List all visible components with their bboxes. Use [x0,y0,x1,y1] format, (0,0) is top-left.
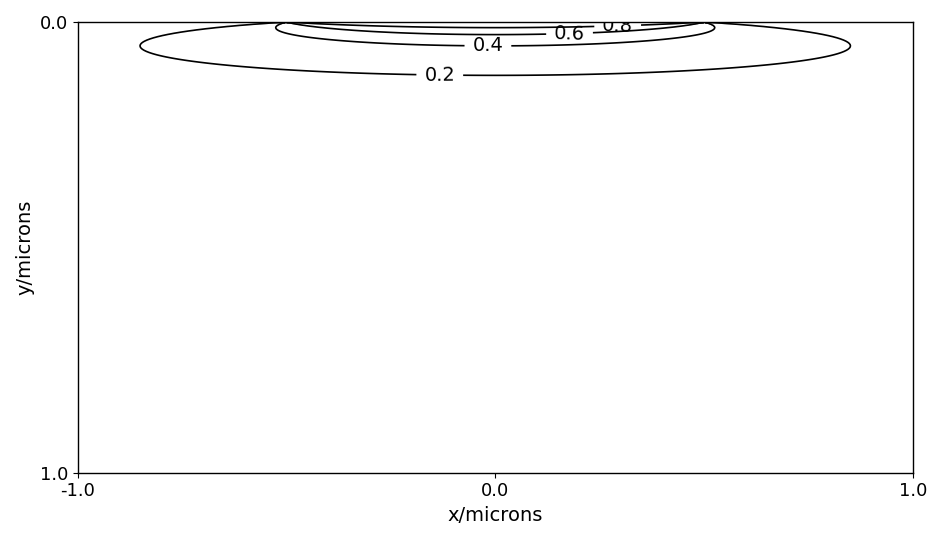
Text: 0.6: 0.6 [554,24,585,44]
X-axis label: x/microns: x/microns [447,506,543,525]
Text: 0.4: 0.4 [473,36,503,56]
Y-axis label: y/microns: y/microns [15,200,34,295]
Text: 0.2: 0.2 [424,65,455,85]
Text: 0.8: 0.8 [602,16,633,36]
